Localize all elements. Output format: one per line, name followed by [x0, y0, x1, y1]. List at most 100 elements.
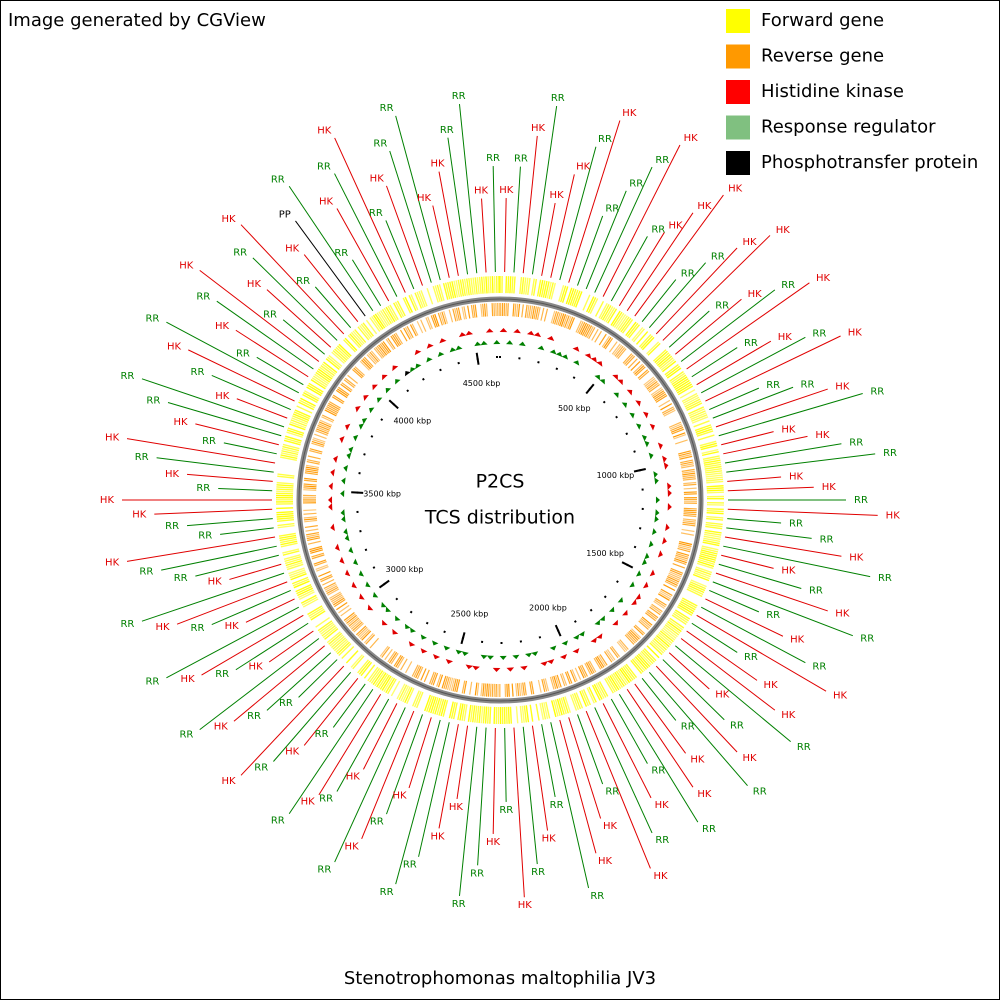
- reverse-gene: [650, 605, 662, 614]
- forward-gene: [548, 282, 554, 300]
- reverse-gene: [484, 683, 487, 697]
- feature-leader: [211, 590, 291, 626]
- reverse-gene: [673, 433, 687, 440]
- forward-gene: [671, 614, 687, 626]
- feature-marker: [513, 328, 521, 334]
- legend-label: Phosphotransfer protein: [761, 152, 978, 173]
- feature-label: HK: [542, 834, 557, 845]
- feature-leader: [723, 435, 808, 455]
- reverse-gene: [425, 317, 432, 330]
- feature-label: HK: [816, 273, 831, 284]
- feature-marker: [339, 556, 345, 564]
- feature-leader: [332, 683, 366, 728]
- reverse-gene: [420, 319, 427, 332]
- reverse-gene: [390, 652, 399, 665]
- forward-gene: [677, 606, 693, 616]
- forward-gene: [656, 353, 671, 367]
- reverse-gene: [309, 547, 323, 553]
- feature-label: RR: [254, 763, 268, 774]
- reverse-gene: [347, 616, 359, 626]
- feature-leader: [245, 598, 295, 623]
- forward-gene: [694, 568, 712, 576]
- feature-leader: [154, 508, 273, 515]
- reverse-gene: [605, 650, 614, 662]
- reverse-gene: [522, 682, 525, 696]
- forward-gene: [281, 450, 299, 456]
- forward-gene: [690, 412, 707, 421]
- reverse-gene: [537, 679, 542, 693]
- feature-leader: [458, 726, 478, 896]
- reverse-gene: [305, 470, 319, 474]
- forward-gene: [695, 566, 713, 574]
- reverse-gene: [635, 366, 646, 377]
- forward-gene: [294, 409, 311, 418]
- reverse-gene: [623, 354, 634, 365]
- feature-label: RR: [196, 292, 210, 303]
- feature-marker: [392, 628, 399, 635]
- reverse-gene: [654, 599, 666, 608]
- reverse-gene: [305, 468, 319, 472]
- reverse-gene: [624, 634, 635, 645]
- forward-gene: [640, 650, 654, 665]
- forward-gene: [525, 277, 529, 295]
- forward-gene: [664, 364, 679, 376]
- forward-gene: [672, 376, 688, 387]
- reverse-gene: [682, 520, 696, 523]
- forward-gene: [302, 598, 319, 608]
- reverse-gene: [606, 649, 616, 661]
- forward-gene: [647, 342, 661, 356]
- feature-marker: [644, 440, 650, 448]
- forward-gene: [282, 445, 300, 452]
- reverse-gene: [353, 367, 364, 378]
- forward-gene: [436, 698, 443, 716]
- reverse-gene: [486, 683, 489, 697]
- forward-gene: [615, 314, 627, 329]
- forward-gene: [467, 704, 472, 722]
- feature-label: HK: [598, 856, 613, 867]
- feature-label: RR: [179, 729, 193, 740]
- forward-gene: [376, 312, 387, 328]
- feature-leader: [655, 665, 738, 753]
- reverse-gene: [385, 338, 395, 351]
- reverse-gene: [370, 350, 381, 362]
- reverse-gene: [445, 676, 450, 690]
- forward-gene: [296, 585, 313, 595]
- feature-marker: [328, 503, 333, 511]
- reverse-gene: [321, 416, 334, 423]
- feature-label: RR: [315, 729, 329, 740]
- forward-gene: [291, 417, 308, 425]
- feature-label: HK: [247, 279, 262, 290]
- reverse-gene: [327, 588, 340, 596]
- feature-label: HK: [214, 721, 229, 732]
- feature-marker: [612, 374, 618, 381]
- reverse-gene: [312, 437, 326, 443]
- reverse-gene: [587, 661, 595, 674]
- feature-leader: [522, 135, 538, 274]
- forward-gene: [359, 324, 371, 340]
- reverse-gene: [565, 315, 572, 329]
- feature-leader: [531, 105, 558, 275]
- ruler-major-tick: [554, 624, 562, 637]
- feature-label: RR: [146, 395, 160, 406]
- reverse-gene: [668, 572, 681, 580]
- reverse-gene: [658, 591, 671, 600]
- feature-label: HK: [603, 821, 618, 832]
- reverse-gene: [311, 554, 325, 560]
- forward-gene: [582, 689, 592, 706]
- forward-gene: [686, 588, 703, 598]
- reverse-gene: [320, 575, 333, 583]
- forward-gene: [406, 687, 415, 704]
- reverse-gene: [323, 582, 336, 590]
- forward-gene: [489, 706, 492, 724]
- ruler-label: 3000 kbp: [386, 565, 424, 574]
- forward-gene: [653, 637, 667, 651]
- feature-label: HK: [221, 776, 236, 787]
- feature-label: HK: [697, 201, 712, 212]
- feature-leader: [610, 236, 648, 302]
- feature-marker: [520, 665, 528, 671]
- feature-leader: [715, 572, 828, 612]
- feature-label: HK: [518, 900, 533, 911]
- feature-leader: [235, 622, 309, 671]
- feature-marker: [385, 606, 392, 612]
- feature-label: RR: [373, 138, 387, 149]
